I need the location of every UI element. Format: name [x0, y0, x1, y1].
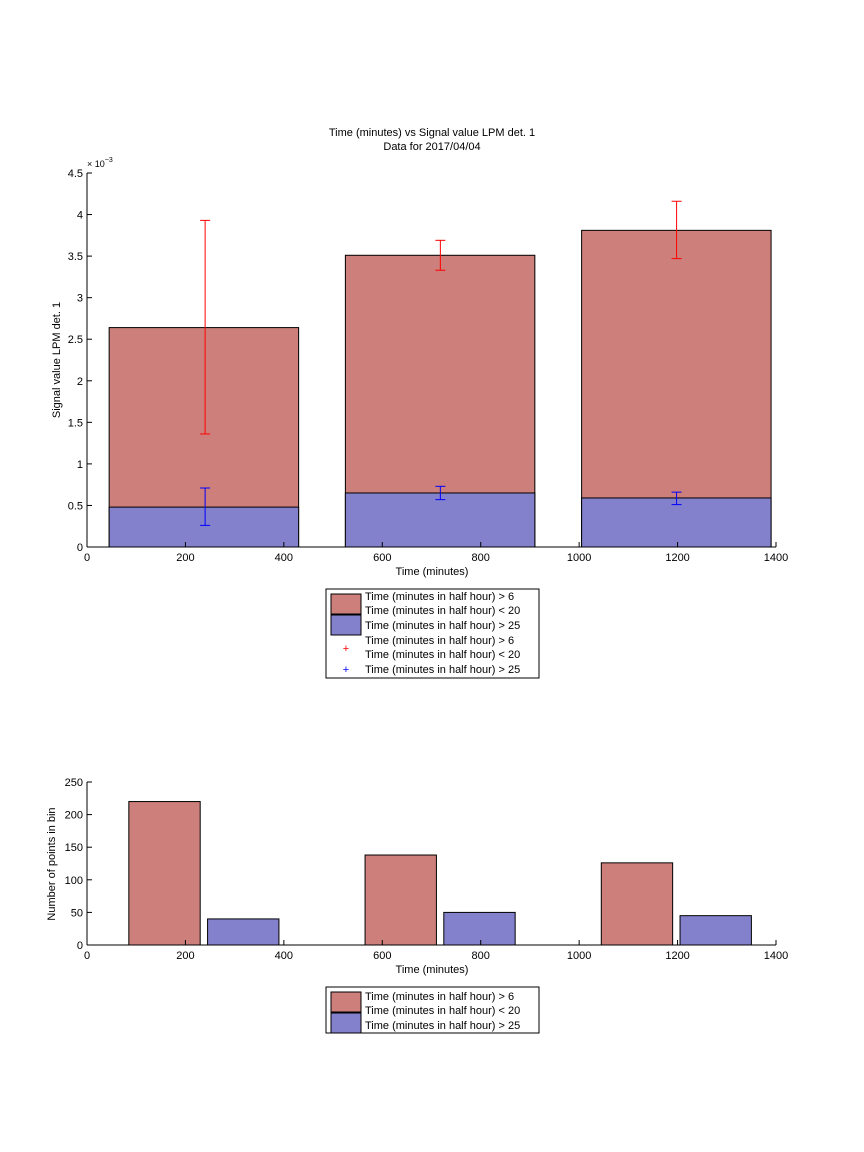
chart1-legend-marker-red: +	[343, 643, 349, 655]
chart2-xtick-label: 200	[176, 950, 194, 962]
chart1-xtick-label: 600	[373, 552, 391, 564]
chart1-xlabel: Time (minutes)	[396, 566, 469, 578]
chart2-ytick-label: 200	[65, 810, 83, 822]
chart2-bar-red	[128, 801, 201, 946]
chart1-xtick-label: 800	[472, 552, 490, 564]
chart2-legend-entry: Time (minutes in half hour) > 25	[365, 1020, 520, 1032]
chart1-bar-blue	[108, 506, 300, 548]
chart2-xtick-label: 1400	[764, 950, 788, 962]
chart2-xtick-label: 1200	[665, 950, 689, 962]
chart2-ytick-label: 50	[71, 907, 83, 919]
chart1-ytick-label: 3.5	[68, 251, 83, 263]
chart2-bar-blue	[679, 915, 752, 946]
chart2-legend-entry: Time (minutes in half hour) > 6	[365, 991, 514, 1003]
chart2-bar-blue	[443, 911, 516, 946]
chart2-ytick-label: 100	[65, 875, 83, 887]
chart1-legend-entry: Time (minutes in half hour) > 25	[365, 620, 520, 632]
chart1-legend-entry: Time (minutes in half hour) > 6	[365, 591, 514, 603]
chart1-title: Time (minutes) vs Signal value LPM det. …	[329, 127, 535, 139]
chart1-legend-entry: Time (minutes in half hour) < 20	[365, 649, 520, 661]
chart1-legend-entry: Time (minutes in half hour) > 6	[365, 635, 514, 647]
chart2-xtick-label: 400	[275, 950, 293, 962]
chart2-legend-swatch-blue	[330, 1012, 362, 1034]
chart1-legend-swatch-red	[330, 593, 362, 615]
chart1-ytick-label: 4	[77, 210, 83, 222]
chart1-subtitle: Data for 2017/04/04	[383, 141, 480, 153]
chart1-legend-marker-blue: +	[343, 664, 349, 676]
chart1-ylabel: Signal value LPM det. 1	[51, 302, 63, 418]
chart2-ytick-label: 150	[65, 842, 83, 854]
chart2-bar-red	[364, 854, 437, 946]
chart1-plot-area: 0 200 400 600 800 1000 1200 1400 0 0.5 1 1.5 2 2.5 3 3.…	[68, 168, 789, 564]
chart1-ytick-label: 1	[77, 459, 83, 471]
chart1-y-multiplier: × 10−3	[87, 157, 113, 169]
chart1-ytick-label: 0.5	[68, 500, 83, 512]
chart1-legend: + + Time (minutes in half hour) > 6 Time (m…	[325, 588, 540, 679]
chart2-bar-blue	[207, 918, 280, 946]
chart1-ytick-label: 3	[77, 293, 83, 305]
chart1-legend-entry: Time (minutes in half hour) > 25	[365, 664, 520, 676]
chart2-xtick-label: 0	[84, 950, 90, 962]
chart2-xtick-label: 1000	[567, 950, 591, 962]
chart1-bar-blue	[344, 492, 536, 548]
chart2-ytick-label: 250	[65, 777, 83, 789]
chart1-xtick-label: 200	[176, 552, 194, 564]
chart2-bar-red	[600, 862, 674, 946]
chart1-ytick-label: 4.5	[68, 168, 83, 180]
chart1-ytick-label: 2.5	[68, 334, 83, 346]
chart1-ytick-label: 1.5	[68, 417, 83, 429]
chart2-plot-area: 0 200 400 600 800 1000 1200 1400 0 50 100 150 200 250	[65, 777, 789, 962]
chart2-ytick-label: 0	[77, 940, 83, 952]
chart1-xtick-label: 1200	[665, 552, 689, 564]
chart2-legend-swatch-red	[330, 991, 362, 1013]
chart1-bar-blue	[581, 497, 772, 548]
chart2-xlabel: Time (minutes)	[396, 964, 469, 976]
chart1-ytick-label: 2	[77, 376, 83, 388]
chart1-xtick-label: 1400	[764, 552, 788, 564]
chart2-legend: Time (minutes in half hour) > 6 Time (min…	[325, 986, 540, 1034]
chart1-xtick-label: 0	[84, 552, 90, 564]
chart1-legend-swatch-blue	[330, 614, 362, 636]
chart2-legend-entry: Time (minutes in half hour) < 20	[365, 1005, 520, 1017]
chart1-ytick-label: 0	[77, 542, 83, 554]
chart2-xtick-label: 800	[472, 950, 490, 962]
chart1-xtick-label: 1000	[567, 552, 591, 564]
chart2-ylabel: Number of points in bin	[46, 807, 58, 920]
chart1-xtick-label: 400	[275, 552, 293, 564]
chart2-xtick-label: 600	[373, 950, 391, 962]
chart1-legend-entry: Time (minutes in half hour) < 20	[365, 605, 520, 617]
